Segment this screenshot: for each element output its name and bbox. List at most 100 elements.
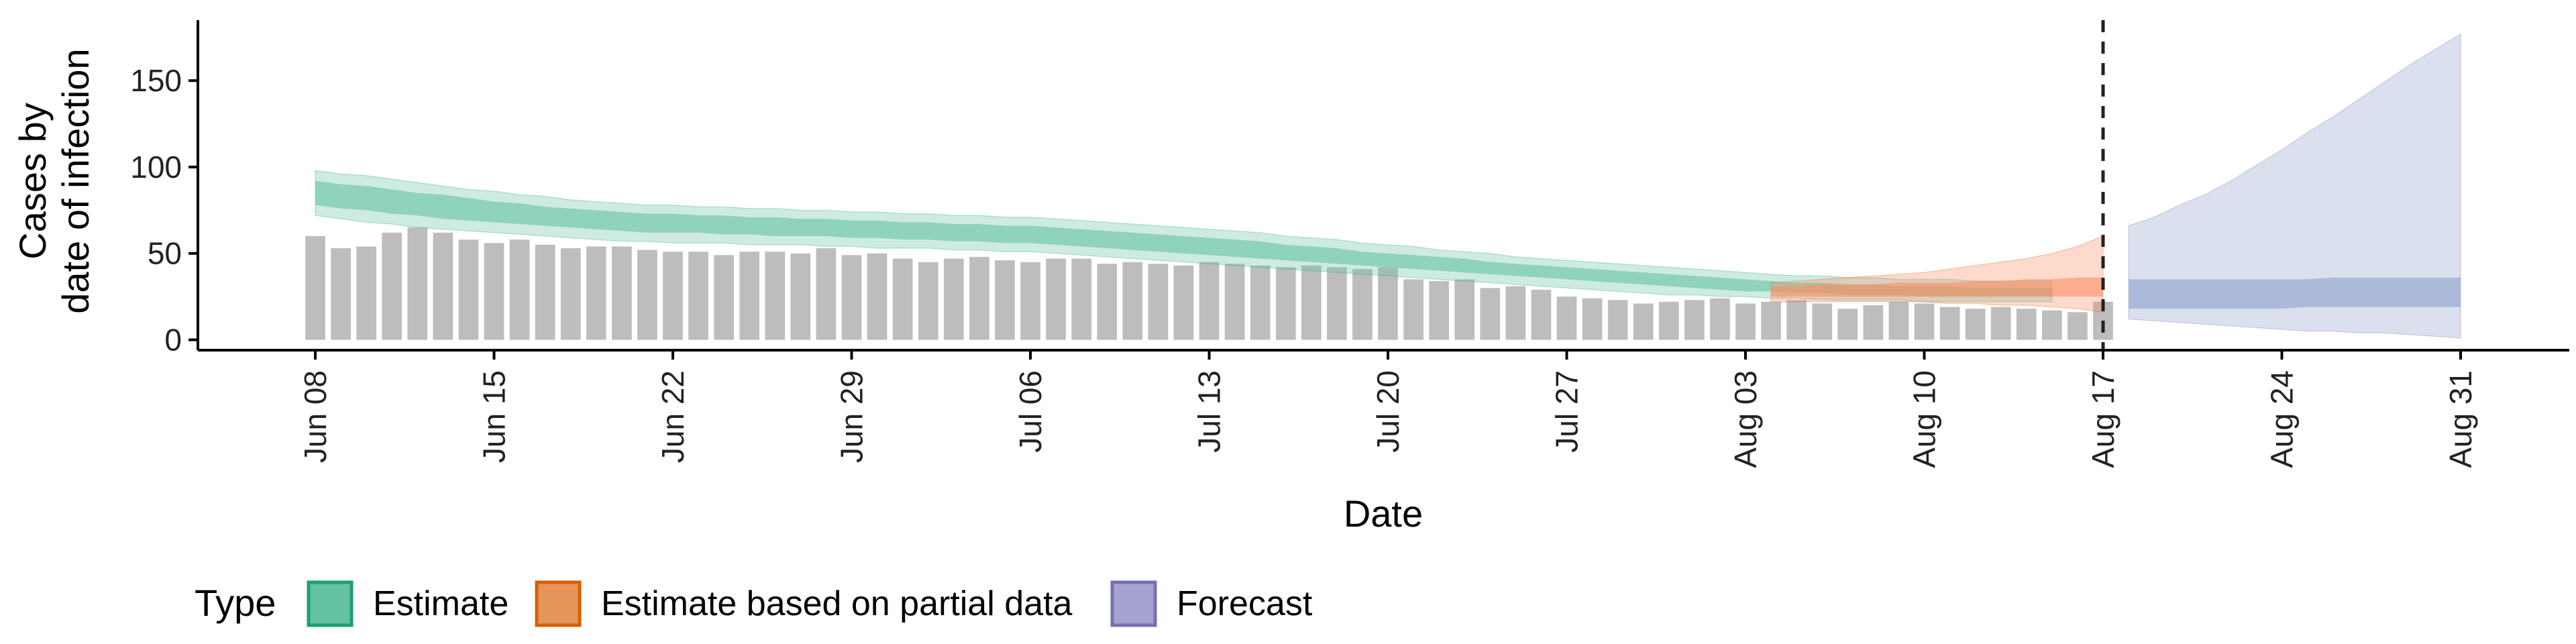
case-bar (688, 252, 708, 340)
y-tick-label: 100 (130, 150, 182, 184)
case-bar (1480, 288, 1501, 340)
case-bar (1327, 267, 1347, 340)
y-tick-label: 0 (164, 323, 182, 358)
case-bar (1148, 264, 1169, 340)
case-bar (1429, 280, 1449, 340)
case-bar (2068, 312, 2088, 340)
case-bar (841, 255, 862, 340)
partial-outer-band (1770, 235, 2104, 313)
legend-label-partial: Estimate based on partial data (601, 584, 1073, 623)
case-bar (1888, 301, 1909, 340)
case-bar (714, 255, 734, 340)
case-bar (1633, 303, 1654, 340)
case-bar (1046, 258, 1066, 340)
legend-label-forecast: Forecast (1177, 584, 1313, 623)
case-bar (790, 253, 811, 340)
case-bar (2016, 309, 2037, 340)
case-bar (943, 258, 964, 340)
case-bar (918, 262, 938, 340)
case-bar (331, 248, 351, 340)
estimate-outer-band (315, 170, 2053, 303)
x-tick-label: Aug 03 (1728, 370, 1763, 468)
case-bar (1735, 303, 1756, 340)
case-bar (1173, 265, 1194, 340)
forecast-inner-band (2129, 277, 2461, 309)
case-bar (1914, 303, 1935, 340)
legend-item-estimate: Estimate (307, 580, 508, 627)
case-bar (356, 246, 376, 340)
case-bar (612, 246, 632, 340)
case-bar (407, 227, 428, 340)
case-bar (433, 232, 453, 340)
case-bar (1122, 262, 1143, 340)
case-bar (1837, 309, 1858, 340)
case-bar (586, 246, 606, 340)
estimate-inner-band (315, 180, 2052, 297)
case-bar (765, 252, 786, 340)
case-bar (969, 256, 989, 340)
ribbons-layer (315, 33, 2461, 339)
legend: Type Estimate Estimate based on partial … (195, 580, 1313, 627)
y-axis-title-line-1: Cases by (11, 103, 54, 259)
x-tick-label: Jul 20 (1371, 370, 1405, 453)
case-bar (663, 252, 683, 340)
x-tick-label: Jul 13 (1192, 370, 1227, 453)
case-bar (2042, 310, 2062, 340)
forecast-outer-band (2128, 33, 2461, 339)
x-tick-label: Aug 31 (2443, 370, 2478, 468)
case-bar (1939, 307, 1960, 340)
x-tick-label: Jun 22 (655, 370, 690, 463)
x-axis: Jun 08 Jun 15 Jun 22 Jun 29 Jul 06 Jul 13 Jul … (198, 349, 2569, 468)
case-bar (484, 243, 504, 340)
case-bar (1224, 264, 1245, 340)
case-bar (382, 232, 402, 340)
case-bar (1301, 265, 1322, 340)
y-axis: 0 50 100 150 (130, 20, 199, 358)
case-bar (1761, 301, 1781, 340)
case-bar (739, 252, 760, 340)
case-bar (1071, 258, 1091, 340)
x-tick-label: Aug 17 (2086, 370, 2121, 468)
case-bar (1275, 267, 1296, 340)
case-bar (1531, 289, 1552, 340)
case-bar (1454, 279, 1475, 340)
y-axis-title-line-2: date of infection (54, 48, 97, 313)
case-bar (995, 260, 1015, 340)
case-bar (1352, 268, 1373, 340)
case-bar (1199, 262, 1220, 340)
case-bar (637, 250, 657, 340)
x-axis-title: Date (1344, 492, 1423, 535)
plot-area (305, 20, 2461, 350)
case-bar (892, 258, 913, 340)
case-bar (1786, 300, 1807, 340)
case-bar (1582, 298, 1603, 340)
case-bar (1863, 305, 1884, 340)
case-bar (1250, 265, 1271, 340)
x-tick-label: Jul 06 (1013, 370, 1048, 453)
x-tick-label: Jun 08 (298, 370, 333, 463)
case-bar (305, 235, 325, 340)
x-tick-label: Jul 27 (1550, 370, 1585, 453)
case-bar (535, 244, 555, 340)
partial-inner-band (1771, 277, 2103, 297)
case-bar (1403, 279, 1424, 340)
case-bar (1097, 264, 1118, 340)
x-tick-label: Jun 29 (835, 370, 869, 463)
case-bar (1812, 303, 1833, 340)
case-bar (560, 248, 581, 340)
case-bar (867, 253, 888, 340)
case-bar (458, 239, 479, 340)
case-bar (1658, 301, 1679, 340)
bars-layer (305, 227, 2113, 340)
case-bar (1020, 262, 1040, 340)
legend-label-estimate: Estimate (373, 584, 508, 623)
y-tick-label: 150 (130, 63, 182, 98)
case-bar (1965, 309, 1986, 340)
legend-key-forecast (1110, 580, 1157, 627)
case-bar (1684, 300, 1705, 340)
case-bar (816, 248, 837, 340)
case-bar (1505, 286, 1526, 340)
case-bar (1607, 300, 1628, 340)
case-bar (1710, 298, 1730, 340)
